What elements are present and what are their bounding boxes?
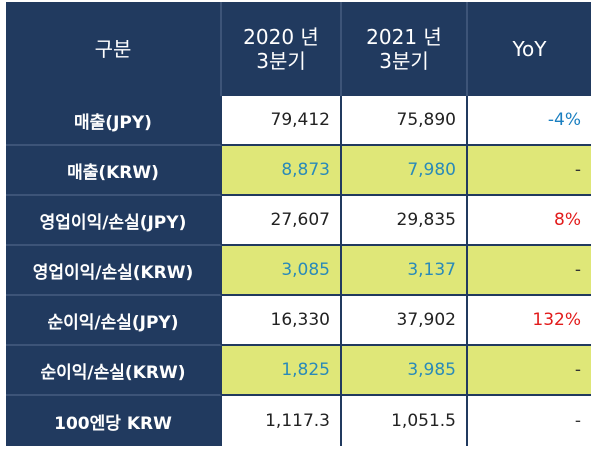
value-yoy: 8%	[468, 196, 591, 246]
value-2021: 1,051.5	[342, 396, 468, 446]
header-2021-q3: 2021 년 3분기	[342, 2, 468, 96]
table-row: 순이익/손실(JPY) 16,330 37,902 132%	[6, 296, 591, 346]
value-yoy: -	[468, 346, 591, 396]
value-yoy: -	[468, 146, 591, 196]
header-category-label: 구분	[94, 37, 132, 61]
row-label: 영업이익/손실(JPY)	[6, 196, 222, 246]
row-label: 매출(JPY)	[6, 96, 222, 146]
header-2020-q3: 2020 년 3분기	[222, 2, 342, 96]
value-yoy: -	[468, 246, 591, 296]
row-label: 순이익/손실(KRW)	[6, 346, 222, 396]
value-2021: 7,980	[342, 146, 468, 196]
value-2020: 16,330	[222, 296, 342, 346]
header-row: 구분 2020 년 3분기 2021 년 3분기 YoY	[6, 2, 591, 96]
table-row: 순이익/손실(KRW) 1,825 3,985 -	[6, 346, 591, 396]
header-2021-year: 2021 년	[366, 25, 442, 49]
table-body: 매출(JPY) 79,412 75,890 -4% 매출(KRW) 8,873 …	[6, 96, 591, 446]
table-row: 100엔당 KRW 1,117.3 1,051.5 -	[6, 396, 591, 446]
value-yoy: -	[468, 396, 591, 446]
row-label: 100엔당 KRW	[6, 396, 222, 446]
header-2020-quarter: 3분기	[256, 49, 306, 73]
row-label: 매출(KRW)	[6, 146, 222, 196]
financial-results-table: 구분 2020 년 3분기 2021 년 3분기 YoY 매출(JPY) 79,…	[6, 2, 591, 446]
table-row: 매출(JPY) 79,412 75,890 -4%	[6, 96, 591, 146]
header-2020-year: 2020 년	[243, 25, 319, 49]
value-2021: 29,835	[342, 196, 468, 246]
value-2020: 1,117.3	[222, 396, 342, 446]
value-2021: 75,890	[342, 96, 468, 146]
value-2020: 8,873	[222, 146, 342, 196]
value-2021: 3,985	[342, 346, 468, 396]
value-2020: 79,412	[222, 96, 342, 146]
header-yoy-label: YoY	[512, 37, 547, 61]
table-row: 영업이익/손실(JPY) 27,607 29,835 8%	[6, 196, 591, 246]
table-row: 매출(KRW) 8,873 7,980 -	[6, 146, 591, 196]
table-row: 영업이익/손실(KRW) 3,085 3,137 -	[6, 246, 591, 296]
header-yoy: YoY	[468, 2, 591, 96]
value-2020: 3,085	[222, 246, 342, 296]
value-2020: 1,825	[222, 346, 342, 396]
table-header: 구분 2020 년 3분기 2021 년 3분기 YoY	[6, 2, 591, 96]
value-2020: 27,607	[222, 196, 342, 246]
row-label: 영업이익/손실(KRW)	[6, 246, 222, 296]
value-yoy: 132%	[468, 296, 591, 346]
header-category: 구분	[6, 2, 222, 96]
value-yoy: -4%	[468, 96, 591, 146]
value-2021: 3,137	[342, 246, 468, 296]
header-2021-quarter: 3분기	[379, 49, 429, 73]
financial-table-container: 구분 2020 년 3분기 2021 년 3분기 YoY 매출(JPY) 79,…	[6, 2, 591, 446]
value-2021: 37,902	[342, 296, 468, 346]
row-label: 순이익/손실(JPY)	[6, 296, 222, 346]
